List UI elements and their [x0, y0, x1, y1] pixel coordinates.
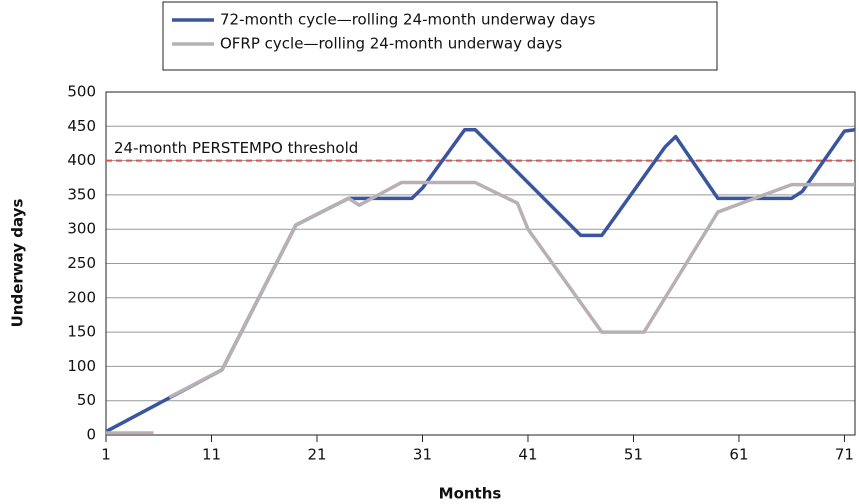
x-axis-label: Months: [439, 485, 502, 503]
y-tick-label: 200: [67, 288, 96, 306]
x-tick-label: 71: [835, 446, 854, 464]
threshold-label: 24-month PERSTEMPO threshold: [114, 139, 358, 157]
x-tick-label: 41: [518, 446, 537, 464]
x-tick-label: 61: [729, 446, 748, 464]
y-tick-label: 150: [67, 323, 96, 341]
legend-box: [162, 1, 718, 71]
x-tick-label: 51: [624, 446, 643, 464]
legend-label: 72-month cycle—rolling 24-month underway…: [220, 11, 596, 29]
y-tick-label: 450: [67, 117, 96, 135]
y-tick-label: 400: [67, 151, 96, 169]
y-tick-label: 50: [77, 391, 96, 409]
series-line: [105, 127, 856, 434]
y-tick-label: 0: [86, 426, 96, 444]
legend-label: OFRP cycle—rolling 24-month underway day…: [220, 35, 562, 53]
x-tick-label: 21: [307, 446, 326, 464]
y-tick-label: 250: [67, 254, 96, 272]
y-tick-label: 350: [67, 185, 96, 203]
x-tick-label: 11: [202, 446, 221, 464]
y-tick-label: 100: [67, 357, 96, 375]
x-tick-label: 1: [101, 446, 111, 464]
y-axis-label: Underway days: [9, 199, 27, 328]
x-tick-label: 31: [413, 446, 432, 464]
series-line: [106, 180, 855, 435]
y-tick-label: 500: [67, 83, 96, 101]
y-tick-label: 300: [67, 220, 96, 238]
plot-frame: [105, 91, 856, 436]
